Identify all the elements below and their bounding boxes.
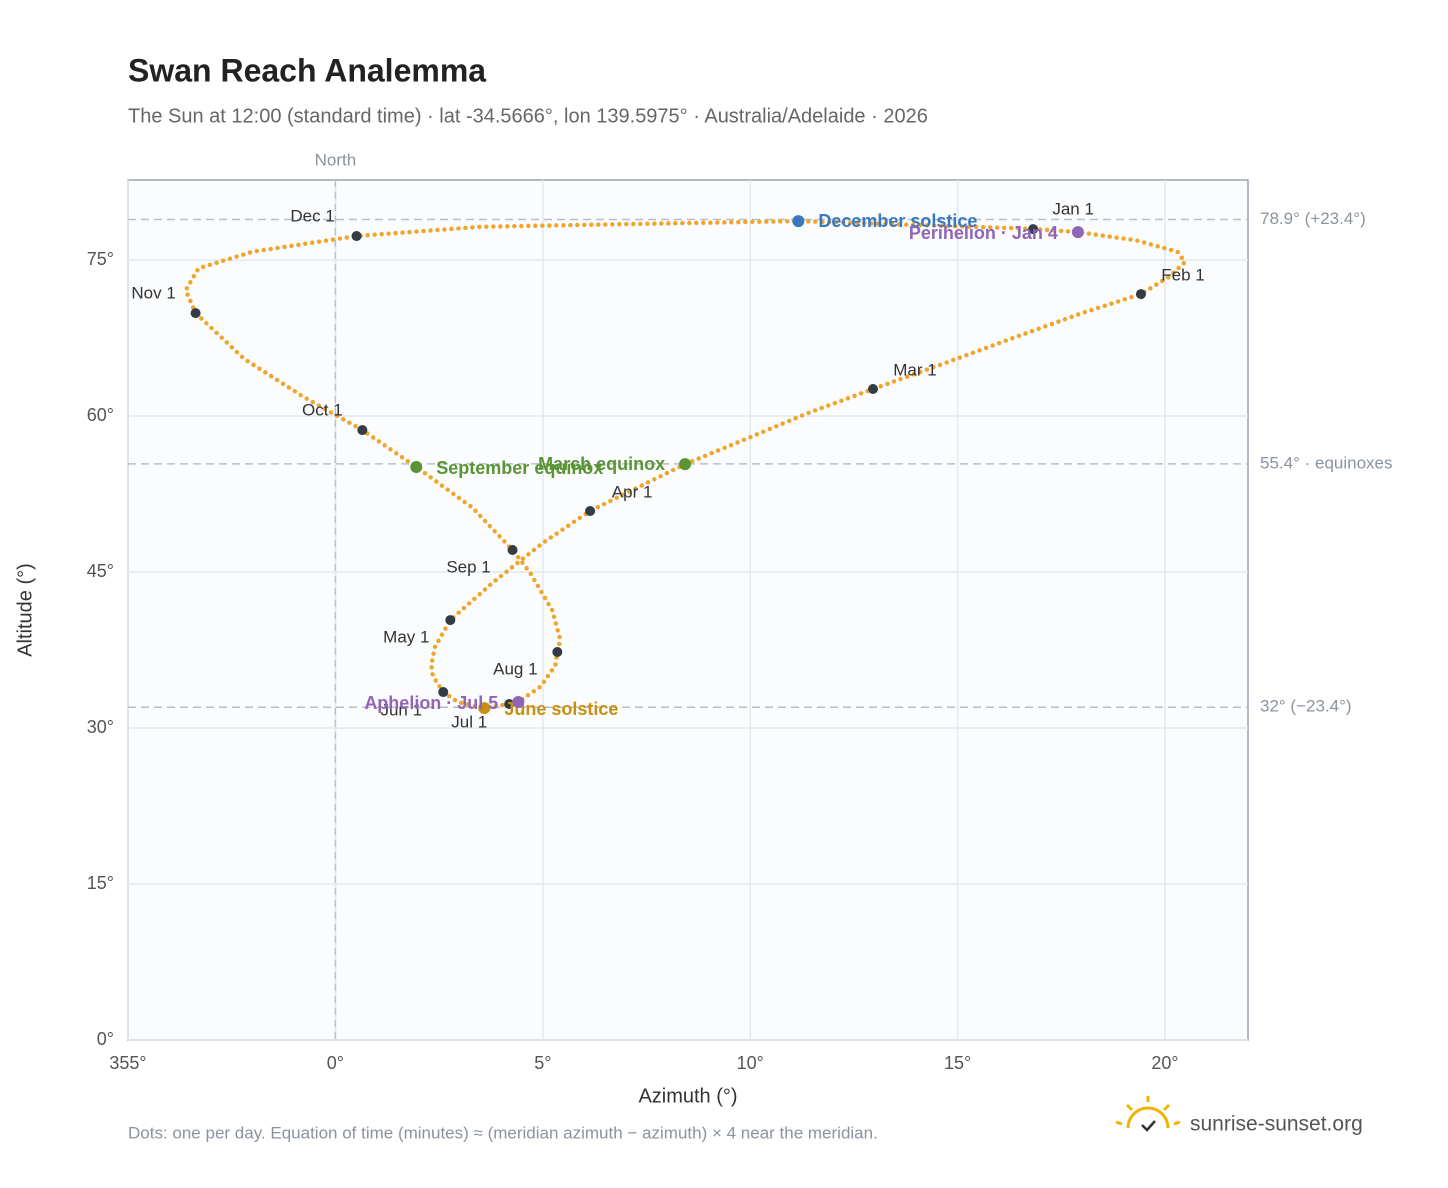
event-marker bbox=[679, 458, 692, 471]
y-tick-label: 45° bbox=[87, 561, 114, 581]
month-label: May 1 bbox=[383, 628, 429, 647]
event-marker bbox=[478, 702, 491, 715]
month-marker bbox=[504, 699, 515, 710]
month-marker bbox=[357, 425, 368, 436]
y-tick-label: 60° bbox=[87, 405, 114, 425]
event-marker bbox=[512, 696, 525, 709]
brand-logo bbox=[1115, 1096, 1181, 1132]
meridian-label: North bbox=[315, 150, 357, 169]
event-marker bbox=[410, 461, 423, 474]
plot-area bbox=[127, 179, 1249, 1041]
month-label: Mar 1 bbox=[893, 361, 936, 380]
y-axis-label: Altitude (°) bbox=[14, 563, 36, 657]
event-marker bbox=[1071, 226, 1084, 239]
reference-label: 32° (−23.4°) bbox=[1260, 697, 1352, 716]
y-tick-label: 30° bbox=[87, 717, 114, 737]
event-label: September equinox bbox=[436, 458, 603, 478]
month-label: Jan 1 bbox=[1052, 200, 1094, 219]
chart-subtitle: The Sun at 12:00 (standard time) · lat -… bbox=[128, 105, 928, 127]
x-tick-label: 0° bbox=[327, 1053, 344, 1073]
y-tick-label: 0° bbox=[97, 1029, 114, 1049]
event-label: Aphelion · Jul 5 bbox=[364, 693, 498, 713]
month-marker bbox=[438, 687, 449, 698]
month-marker bbox=[445, 615, 456, 626]
month-marker bbox=[507, 544, 518, 555]
month-marker bbox=[1028, 224, 1039, 235]
event-label: March equinox bbox=[538, 454, 665, 474]
event-label: December solstice bbox=[818, 211, 977, 231]
x-tick-label: 20° bbox=[1151, 1053, 1178, 1073]
event-label: June solstice bbox=[504, 699, 618, 719]
month-marker bbox=[1135, 289, 1146, 300]
x-tick-label: 15° bbox=[944, 1053, 971, 1073]
month-label: Sep 1 bbox=[446, 557, 490, 576]
month-marker bbox=[351, 231, 362, 242]
month-label: Oct 1 bbox=[302, 401, 343, 420]
month-marker bbox=[868, 384, 879, 395]
month-label: Apr 1 bbox=[612, 482, 653, 501]
month-label: Jul 1 bbox=[451, 712, 487, 731]
y-tick-label: 75° bbox=[87, 249, 114, 269]
month-label: Feb 1 bbox=[1161, 266, 1204, 285]
month-marker bbox=[552, 647, 563, 658]
footnote: Dots: one per day. Equation of time (min… bbox=[128, 1123, 878, 1142]
x-axis-label: Azimuth (°) bbox=[638, 1085, 737, 1107]
analemma-dots bbox=[183, 218, 1188, 711]
month-label: Jun 1 bbox=[380, 701, 422, 720]
month-label: Nov 1 bbox=[131, 284, 175, 303]
month-marker bbox=[585, 506, 596, 517]
x-tick-label: 355° bbox=[109, 1053, 146, 1073]
month-label: Aug 1 bbox=[493, 659, 537, 678]
reference-label: 55.4° · equinoxes bbox=[1260, 453, 1393, 472]
x-tick-label: 10° bbox=[737, 1053, 764, 1073]
x-tick-label: 5° bbox=[534, 1053, 551, 1073]
brand: sunrise-sunset.org bbox=[1190, 1113, 1363, 1136]
month-label: Dec 1 bbox=[290, 207, 334, 226]
event-marker bbox=[792, 215, 805, 228]
month-marker bbox=[190, 308, 201, 319]
event-label: Perihelion · Jan 4 bbox=[909, 223, 1058, 243]
y-tick-label: 15° bbox=[87, 873, 114, 893]
chart-title: Swan Reach Analemma bbox=[128, 52, 486, 88]
reference-label: 78.9° (+23.4°) bbox=[1260, 209, 1366, 228]
